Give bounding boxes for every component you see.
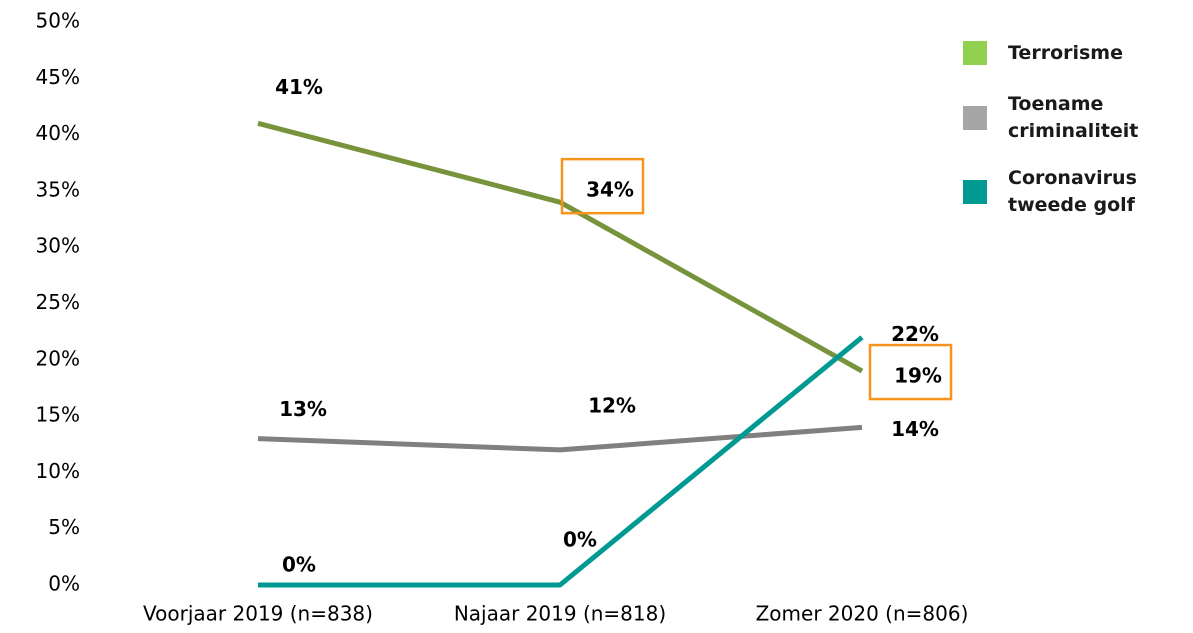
y-tick-label: 30%	[36, 234, 80, 258]
data-label: 12%	[588, 393, 636, 417]
data-label: 22%	[891, 322, 939, 346]
y-tick-label: 0%	[48, 572, 80, 596]
x-tick-label: Najaar 2019 (n=818)	[454, 602, 666, 626]
line	[257, 424, 863, 453]
line	[258, 335, 864, 588]
y-tick-label: 50%	[36, 9, 80, 33]
y-tick-label: 10%	[36, 459, 80, 483]
legend-swatch	[963, 180, 987, 204]
x-tick-label: Zomer 2020 (n=806)	[756, 602, 969, 626]
data-label: 13%	[279, 397, 327, 421]
line	[257, 120, 864, 374]
y-tick-label: 25%	[36, 290, 80, 314]
y-tick-label: 40%	[36, 121, 80, 145]
legend-swatch	[963, 41, 987, 65]
highlight-box	[560, 157, 645, 215]
data-label: 0%	[282, 553, 316, 577]
y-tick-label: 15%	[36, 403, 80, 427]
y-tick-label: 35%	[36, 177, 80, 201]
y-tick-label: 5%	[48, 515, 80, 539]
highlight-box	[868, 343, 953, 401]
data-label: 14%	[891, 417, 939, 441]
legend-label: Terrorisme	[1008, 41, 1123, 64]
data-label: 0%	[563, 528, 597, 552]
x-tick-label: Voorjaar 2019 (n=838)	[143, 602, 373, 626]
legend-label: Toename criminaliteit	[1008, 93, 1139, 142]
data-label: 41%	[275, 75, 323, 99]
legend-swatch	[963, 106, 987, 130]
y-tick-label: 20%	[36, 346, 80, 370]
legend-label: Coronavirus tweede golf	[1008, 167, 1137, 216]
y-tick-label: 45%	[36, 65, 80, 89]
data-label: 34%	[586, 178, 634, 202]
data-label: 19%	[894, 364, 942, 388]
